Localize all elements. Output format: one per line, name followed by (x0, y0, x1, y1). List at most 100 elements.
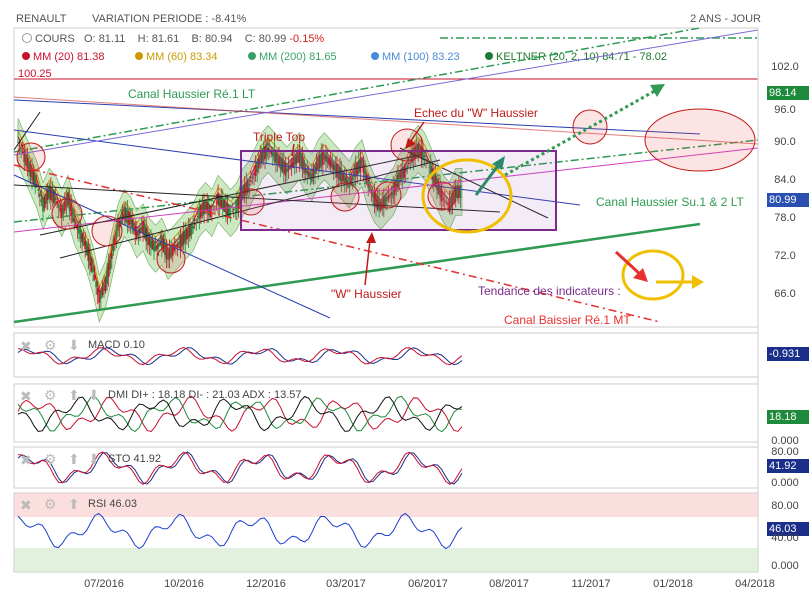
w-arrow (364, 239, 371, 286)
candle-body (90, 257, 93, 272)
black-line-4 (399, 147, 549, 219)
gear-icon[interactable]: ⚙ (44, 496, 57, 512)
candle-body (315, 163, 318, 171)
sto-panel (13, 446, 759, 489)
candle-body (229, 212, 232, 214)
candle-body (231, 211, 234, 212)
candle-body (306, 169, 309, 175)
candle-body (156, 244, 159, 250)
candle-body (168, 249, 171, 259)
mm200-icon (248, 52, 256, 61)
keltner-icon (485, 52, 493, 61)
candle-body (167, 251, 169, 261)
candle-body (246, 179, 249, 193)
candle-body (23, 150, 26, 162)
candle-body (259, 154, 262, 165)
candle-body (203, 201, 205, 214)
candle-body (298, 149, 301, 163)
x-tick: 10/2016 (164, 578, 204, 590)
candle-body (17, 141, 19, 143)
macd-label: MACD 0.10 (88, 339, 145, 351)
ticker: RENAULT (16, 13, 67, 25)
candle-body (140, 226, 143, 232)
candle-body (323, 153, 326, 160)
candle-body (98, 294, 101, 303)
candle-body (128, 211, 130, 226)
mm60-icon (135, 52, 143, 61)
close-icon[interactable]: ✖ (20, 452, 32, 468)
dmi-tag: 18.18 (767, 410, 809, 424)
rsi-line (17, 512, 463, 550)
candle-body (264, 146, 266, 160)
candle-body (109, 256, 112, 270)
candle-body (181, 233, 184, 247)
candle-body (64, 201, 66, 211)
candle-body (89, 252, 91, 267)
gear-icon[interactable]: ⚙ (44, 387, 57, 403)
candle-body (107, 263, 110, 277)
w-arrow-head (366, 232, 376, 243)
arrow-down-icon[interactable]: ⬇ (88, 451, 100, 467)
candle-body (104, 277, 107, 292)
candle-body (74, 221, 77, 226)
candle-body (309, 172, 312, 179)
canal-haussier-dashed-1 (13, 139, 759, 223)
candle-body (401, 168, 404, 180)
mm60-legend[interactable]: MM (60) 83.34 (135, 51, 218, 63)
arrow-down-icon[interactable]: ⬇ (68, 337, 80, 353)
candle-body (214, 205, 216, 207)
candle-body (48, 185, 51, 199)
candle-body (303, 160, 305, 174)
arrow-up-icon[interactable]: ⬆ (68, 451, 80, 467)
variation-label: VARIATION PERIODE : -8.41% (92, 13, 247, 25)
candle-body (381, 199, 384, 209)
candle-body (250, 180, 252, 182)
arrow-up-icon[interactable]: ⬆ (68, 496, 80, 512)
candle-body (153, 242, 155, 252)
candle-body (390, 192, 393, 195)
cours-legend[interactable]: COURS (22, 33, 75, 45)
candle-body (343, 175, 346, 183)
candle-body (142, 220, 144, 235)
candle-body (106, 270, 109, 284)
sto-label: STO 41.92 (108, 453, 162, 465)
candle-body (392, 185, 395, 199)
candle-body (271, 152, 274, 157)
candle-body (226, 203, 229, 216)
candle-body (87, 247, 90, 261)
candle-body (221, 198, 224, 210)
mm200-legend[interactable]: MM (200) 81.65 (248, 51, 337, 63)
candle-body (187, 227, 190, 238)
candle-body (132, 223, 135, 232)
gear-icon[interactable]: ⚙ (44, 337, 57, 353)
candle-body (350, 178, 352, 184)
close-icon[interactable]: ✖ (20, 338, 32, 354)
candle-body (409, 159, 412, 161)
candle-body (49, 187, 52, 200)
gear-icon[interactable]: ⚙ (44, 451, 57, 467)
arrow-down-icon[interactable]: ⬇ (88, 387, 100, 403)
candle-body (406, 165, 409, 168)
mm20-legend[interactable]: MM (20) 81.38 (22, 51, 105, 63)
candle-body (53, 190, 55, 204)
sto-tick: 80.00 (771, 446, 799, 458)
mm100-legend[interactable]: MM (100) 83.23 (371, 51, 460, 63)
candle-body (28, 161, 30, 173)
sto-k-line (17, 451, 463, 485)
close-icon[interactable]: ✖ (20, 497, 32, 513)
annotation-canal-haussier-su: Canal Haussier Su.1 & 2 LT (596, 195, 744, 209)
close-icon[interactable]: ✖ (20, 388, 32, 404)
candle-body (276, 154, 279, 165)
candle-body (43, 197, 46, 208)
candle-body (353, 171, 356, 177)
candle-body (434, 175, 437, 187)
candle-body (450, 196, 452, 209)
arrow-up-icon[interactable]: ⬆ (68, 387, 80, 403)
candle-body (270, 150, 273, 155)
candle-body (331, 161, 334, 169)
red-line-1 (13, 96, 759, 145)
candle-body (329, 159, 332, 167)
dotted-target-arrow-head (650, 84, 665, 97)
canal-haussier-su-line (13, 222, 701, 324)
candle-body (182, 231, 185, 245)
